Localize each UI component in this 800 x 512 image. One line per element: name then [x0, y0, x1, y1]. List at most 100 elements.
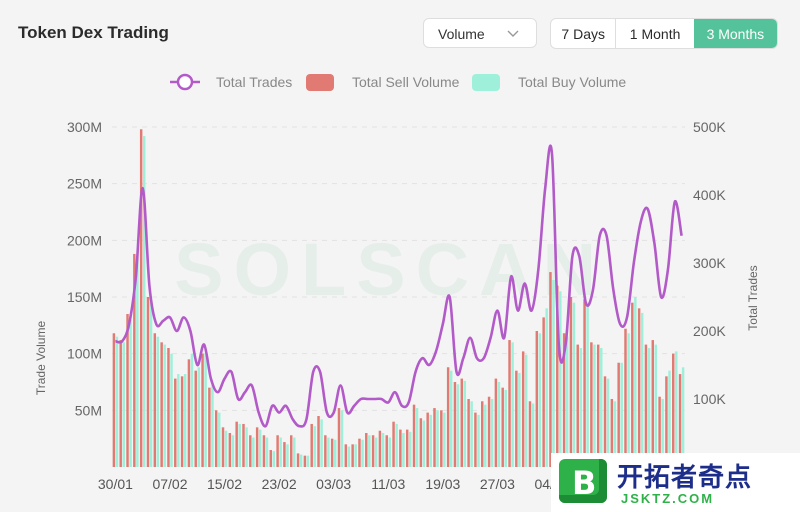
sell-volume-bar — [576, 344, 579, 467]
sell-volume-bar — [678, 374, 682, 467]
range-3-months-button[interactable]: 3 Months — [693, 19, 777, 48]
metric-dropdown[interactable]: Volume — [423, 18, 537, 48]
sell-volume-bar — [515, 370, 518, 467]
sell-volume-bar — [487, 396, 491, 467]
sell-volume-bar — [412, 404, 416, 467]
right-tick-label: 400K — [693, 187, 726, 203]
buy-volume-bar — [511, 342, 514, 467]
sell-volume-bar — [167, 348, 170, 467]
x-tick-label: 23/02 — [262, 476, 297, 492]
sell-volume-bar — [631, 302, 634, 467]
sell-volume-bar — [610, 399, 614, 467]
buy-volume-bar — [456, 384, 460, 467]
sell-volume-bar — [112, 333, 116, 467]
buy-volume-bar — [374, 437, 378, 467]
buy-volume-bar — [224, 430, 228, 467]
sell-volume-bar — [426, 412, 429, 467]
x-tick-label: 11/03 — [371, 476, 405, 492]
dropdown-value: Volume — [438, 26, 485, 42]
buy-volume-bar — [136, 257, 139, 467]
legend-item-sell-volume[interactable]: Total Sell Volume — [306, 74, 460, 91]
buy-volume-bar — [272, 451, 276, 467]
sell-volume-bar — [310, 423, 313, 467]
x-tick-label: 30/01 — [98, 476, 133, 492]
buy-volume-bar — [613, 401, 617, 467]
x-tick-label: 03/03 — [316, 476, 351, 492]
buy-volume-bar — [681, 367, 685, 467]
sell-volume-bar — [658, 396, 661, 467]
buy-volume-bar — [668, 370, 671, 467]
buy-volume-bar — [395, 423, 398, 467]
buy-volume-bar — [422, 420, 426, 467]
sell-volume-bar — [521, 351, 525, 467]
sell-volume-bar — [174, 378, 177, 467]
right-tick-label: 300K — [693, 255, 726, 271]
sell-volume-bar — [160, 342, 163, 467]
sell-volume-bar — [371, 435, 375, 467]
buy-volume-bar — [129, 319, 132, 467]
buy-volume-bar — [388, 437, 392, 467]
left-tick-label: 50M — [75, 402, 102, 418]
legend-item-buy-volume[interactable]: Total Buy Volume — [472, 74, 626, 91]
range-1-month-button[interactable]: 1 Month — [629, 25, 681, 42]
sell-volume-bar — [201, 353, 204, 467]
buy-volume-bar — [211, 385, 214, 467]
dex-trading-chart: SOLSCAN 300M 250M 200M 150M 100M 50M 500K 400K… — [34, 73, 760, 492]
buy-volume-bar — [183, 374, 187, 467]
buy-volume-bar — [286, 444, 289, 467]
range-7-days-button[interactable]: 7 Days — [551, 19, 617, 48]
sell-volume-bar — [644, 344, 648, 467]
buy-volume-bar — [620, 362, 623, 467]
buy-volume-bar — [320, 419, 323, 467]
buy-volume-bar — [231, 435, 235, 467]
buy-volume-bar — [449, 370, 453, 467]
buy-volume-bar — [415, 408, 419, 467]
buy-volume-bar — [504, 389, 507, 467]
x-tick-label: 15/02 — [207, 476, 242, 492]
logo-mark-icon: B — [559, 459, 607, 503]
buy-volume-bar — [524, 354, 528, 467]
buy-volume-bar — [115, 336, 119, 467]
buy-volume-bar — [204, 353, 207, 467]
right-axis: 500K 400K 300K 200K 100K — [693, 119, 726, 407]
sell-volume-bar — [528, 401, 532, 467]
sell-volume-bar — [180, 376, 184, 467]
buy-volume-bar — [190, 353, 194, 467]
sell-volume-bar — [385, 435, 388, 467]
buy-volume-bar — [122, 342, 125, 467]
site-logo: B 开拓者奇点 JSKTZ.COM — [551, 453, 800, 512]
sell-volume-bar — [139, 129, 143, 467]
buy-volume-bar — [265, 437, 269, 467]
buy-volume-bar — [409, 431, 412, 467]
sell-volume-bar — [590, 342, 593, 467]
left-tick-label: 100M — [67, 346, 102, 362]
sell-volume-bar — [651, 340, 655, 467]
legend-label-buy-volume: Total Buy Volume — [518, 74, 626, 90]
buy-volume-bar — [306, 455, 310, 467]
buy-volume-bar — [197, 367, 201, 467]
sell-volume-bar — [324, 435, 327, 467]
buy-volume-bar — [238, 423, 241, 467]
chevron-down-icon — [507, 30, 519, 37]
buy-volume-bar — [647, 348, 651, 467]
sell-volume-bar — [317, 416, 320, 467]
sell-volume-bar — [569, 297, 573, 467]
sell-volume-bar — [508, 340, 511, 467]
buy-volume-bar — [497, 382, 501, 467]
legend-item-total-trades[interactable]: Total Trades — [170, 73, 292, 91]
buy-volume-bar — [661, 399, 664, 467]
sell-volume-bar — [556, 285, 559, 467]
sell-volume-bar — [208, 387, 211, 467]
buy-volume-bar — [313, 426, 316, 467]
right-axis-label: Total Trades — [746, 265, 760, 330]
buy-volume-bar — [559, 291, 562, 467]
sell-volume-bar — [126, 314, 129, 467]
x-axis: 30/01 07/02 15/02 23/02 03/03 11/03 19/03 27/03… — [98, 476, 570, 492]
sell-volume-bar — [460, 378, 464, 467]
sell-volume-bar — [358, 438, 361, 467]
buy-volume-bar — [368, 435, 371, 467]
logo-name: 开拓者奇点 — [617, 462, 753, 492]
left-tick-label: 250M — [67, 176, 102, 192]
buy-volume-bar — [572, 302, 576, 467]
buy-volume-bar — [402, 433, 405, 467]
